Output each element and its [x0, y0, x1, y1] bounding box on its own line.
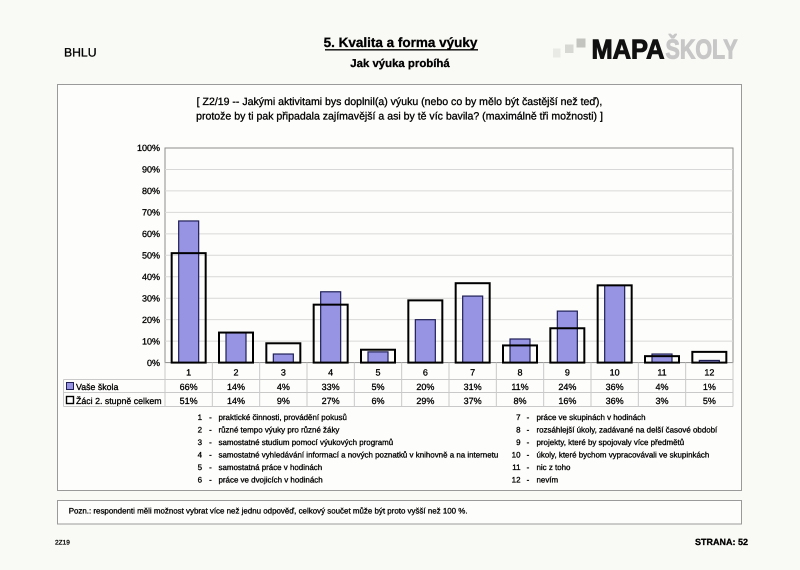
svg-text:2Z19: 2Z19 [55, 539, 70, 546]
svg-text:3%: 3% [655, 396, 668, 406]
svg-text:3: 3 [198, 438, 203, 447]
svg-text:16%: 16% [558, 396, 576, 406]
svg-text:37%: 37% [464, 396, 482, 406]
svg-text:12: 12 [704, 368, 714, 378]
svg-text:MAPA: MAPA [592, 33, 665, 64]
svg-text:51%: 51% [180, 396, 198, 406]
svg-text:6%: 6% [371, 396, 384, 406]
svg-text:8: 8 [516, 425, 521, 434]
svg-text:11: 11 [657, 368, 666, 378]
svg-text:7: 7 [470, 368, 475, 378]
svg-text:40%: 40% [142, 272, 160, 282]
svg-text:4: 4 [328, 368, 333, 378]
svg-text:projekty, které by spojovaly v: projekty, které by spojovaly více předmě… [537, 438, 685, 447]
svg-text:100%: 100% [137, 143, 160, 153]
svg-text:5: 5 [375, 368, 380, 378]
svg-text:4%: 4% [655, 382, 668, 392]
svg-text:-: - [527, 450, 530, 459]
svg-text:8%: 8% [513, 396, 526, 406]
svg-text:70%: 70% [142, 208, 160, 218]
svg-text:úkoly, které bychom vypracováv: úkoly, které bychom vypracovávali ve sku… [537, 450, 710, 459]
svg-text:1: 1 [198, 413, 203, 422]
svg-text:-: - [209, 450, 212, 459]
svg-text:-: - [527, 438, 530, 447]
svg-text:STRANA: 52: STRANA: 52 [695, 537, 748, 547]
svg-text:5. Kvalita a forma výuky: 5. Kvalita a forma výuky [324, 35, 478, 50]
svg-text:4: 4 [198, 450, 203, 459]
svg-text:-: - [527, 476, 530, 485]
svg-text:36%: 36% [606, 382, 624, 392]
svg-text:5%: 5% [703, 396, 716, 406]
svg-text:-: - [527, 463, 530, 472]
svg-text:31%: 31% [464, 382, 482, 392]
svg-text:4%: 4% [277, 382, 290, 392]
svg-text:6: 6 [198, 476, 203, 485]
svg-text:-: - [209, 476, 212, 485]
svg-text:27%: 27% [322, 396, 340, 406]
svg-text:8: 8 [517, 368, 522, 378]
svg-text:-: - [209, 463, 212, 472]
svg-text:29%: 29% [416, 396, 434, 406]
svg-text:9: 9 [565, 368, 570, 378]
svg-text:0%: 0% [147, 358, 160, 368]
svg-text:90%: 90% [142, 165, 160, 175]
svg-text:-: - [527, 425, 530, 434]
svg-text:5%: 5% [371, 382, 384, 392]
svg-text:-: - [209, 438, 212, 447]
svg-text:BHLU: BHLU [64, 46, 97, 60]
svg-text:14%: 14% [227, 382, 245, 392]
svg-text:12: 12 [512, 476, 521, 485]
svg-text:-: - [209, 425, 212, 434]
svg-text:samostatná práce v hodinách: samostatná práce v hodinách [219, 463, 323, 472]
svg-text:20%: 20% [142, 315, 160, 325]
svg-text:ŠKOLY: ŠKOLY [666, 33, 738, 64]
svg-text:9%: 9% [277, 396, 290, 406]
svg-text:práce ve dvojicích v hodinách: práce ve dvojicích v hodinách [219, 476, 323, 485]
svg-text:80%: 80% [142, 186, 160, 196]
svg-text:24%: 24% [558, 382, 576, 392]
svg-text:14%: 14% [227, 396, 245, 406]
svg-text:samostatné vyhledávání informa: samostatné vyhledávání informací a novýc… [219, 450, 499, 459]
svg-text:1: 1 [186, 368, 191, 378]
svg-text:nic z toho: nic z toho [537, 463, 572, 472]
svg-text:60%: 60% [142, 229, 160, 239]
svg-text:nevím: nevím [537, 476, 559, 485]
svg-text:Jak výuka probíhá: Jak výuka probíhá [350, 58, 450, 70]
svg-text:různé tempo výuky pro různé žá: různé tempo výuky pro různé žáky [219, 425, 340, 434]
svg-text:práce ve skupinách v hodinách: práce ve skupinách v hodinách [537, 413, 646, 422]
svg-text:2: 2 [233, 368, 238, 378]
svg-text:30%: 30% [142, 293, 160, 303]
svg-text:Vaše škola: Vaše škola [76, 382, 118, 392]
svg-text:66%: 66% [180, 382, 198, 392]
svg-text:10: 10 [512, 450, 521, 459]
svg-text:5: 5 [198, 463, 203, 472]
svg-text:-: - [527, 413, 530, 422]
svg-text:3: 3 [281, 368, 286, 378]
svg-text:20%: 20% [416, 382, 434, 392]
svg-text:[ Z2/19 -- Jakými aktivitami b: [ Z2/19 -- Jakými aktivitami bys doplnil… [197, 96, 603, 108]
svg-text:50%: 50% [142, 251, 160, 261]
svg-text:2: 2 [198, 425, 203, 434]
svg-text:9: 9 [516, 438, 521, 447]
svg-text:7: 7 [516, 413, 521, 422]
svg-text:33%: 33% [322, 382, 340, 392]
svg-text:36%: 36% [606, 396, 624, 406]
svg-text:10: 10 [610, 368, 620, 378]
svg-text:6: 6 [423, 368, 428, 378]
svg-text:-: - [209, 413, 212, 422]
svg-text:11: 11 [512, 463, 521, 472]
svg-text:1%: 1% [703, 382, 716, 392]
svg-text:samostatné studium pomocí výuk: samostatné studium pomocí výukových prog… [219, 438, 394, 447]
svg-text:11%: 11% [511, 382, 528, 392]
svg-text:rozsáhlejší úkoly, zadávané na: rozsáhlejší úkoly, zadávané na delší čas… [537, 425, 719, 434]
svg-text:protože by ti pak připadala za: protože by ti pak připadala zajímavější … [196, 110, 603, 122]
svg-text:praktické činnosti, provádění: praktické činnosti, provádění pokusů [219, 413, 347, 422]
svg-text:Žáci 2. stupně celkem: Žáci 2. stupně celkem [76, 396, 162, 406]
svg-text:10%: 10% [142, 336, 160, 346]
svg-text:Pozn.: respondenti měli možnos: Pozn.: respondenti měli možnost vybrat v… [69, 506, 468, 515]
